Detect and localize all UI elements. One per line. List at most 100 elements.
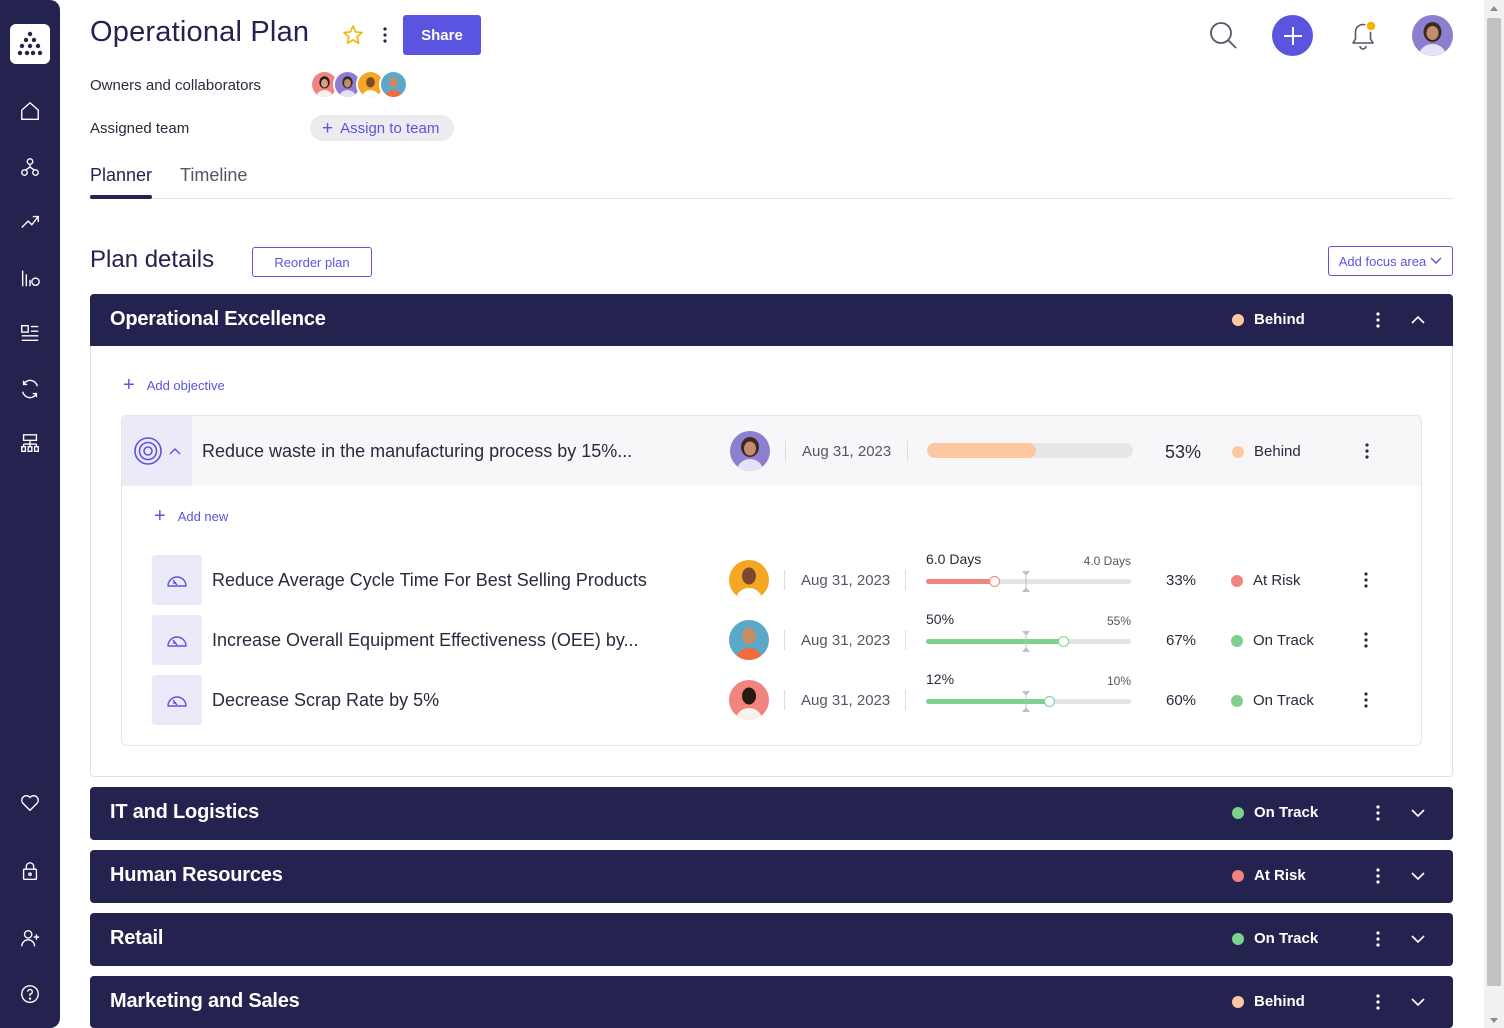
- progress-percent: 67%: [1166, 632, 1197, 649]
- nav-favorites[interactable]: [15, 788, 45, 818]
- chevron-up-icon[interactable]: [1408, 309, 1428, 331]
- nav-help[interactable]: [15, 979, 45, 1009]
- notification-bell-icon[interactable]: [1347, 18, 1379, 52]
- nav-details[interactable]: [15, 318, 45, 348]
- gauge-fill: [926, 699, 1049, 704]
- scroll-thumb[interactable]: [1487, 18, 1501, 986]
- divider: [785, 441, 786, 461]
- status-dot: [1232, 445, 1244, 458]
- focus-area-header[interactable]: Human Resources At Risk: [90, 850, 1453, 903]
- plus-icon: [1283, 26, 1302, 45]
- more-options-icon[interactable]: [1368, 801, 1388, 825]
- target-marker-icon: [1022, 631, 1030, 652]
- status-badge: At Risk: [1231, 572, 1301, 589]
- gauge-fill: [926, 579, 994, 584]
- user-avatar[interactable]: [1412, 15, 1453, 56]
- objective-progress-bar: [927, 443, 1133, 458]
- nav-invite-user[interactable]: [15, 923, 45, 953]
- collaborator-avatars[interactable]: [310, 70, 408, 100]
- status-badge: Behind: [1232, 993, 1305, 1010]
- scroll-up-icon[interactable]: [1484, 0, 1504, 16]
- add-objective-button[interactable]: + Add objective: [123, 375, 225, 395]
- more-options-icon[interactable]: [1368, 864, 1388, 888]
- bar-chart-icon: [21, 270, 40, 287]
- more-options-icon[interactable]: [1357, 439, 1377, 463]
- divider: [784, 630, 785, 650]
- key-result-title[interactable]: Decrease Scrap Rate by 5%: [212, 690, 440, 710]
- focus-area-header[interactable]: IT and Logistics On Track: [90, 787, 1453, 840]
- more-options-icon[interactable]: [1356, 688, 1376, 712]
- chevron-down-icon[interactable]: [1408, 802, 1428, 824]
- reorder-plan-button[interactable]: Reorder plan: [252, 247, 372, 277]
- status-label: Behind: [1254, 993, 1305, 1010]
- search-icon[interactable]: [1208, 20, 1238, 50]
- key-result-title[interactable]: Reduce Average Cycle Time For Best Selli…: [212, 570, 647, 590]
- key-result-row[interactable]: Decrease Scrap Rate by 5% Aug 31, 2023 12%…: [122, 671, 1421, 725]
- due-date: Aug 31, 2023: [801, 632, 891, 649]
- divider: [784, 570, 785, 590]
- key-result-icon[interactable]: [152, 555, 202, 605]
- tab-timeline[interactable]: Timeline: [180, 165, 248, 185]
- gauge-icon: [167, 576, 187, 587]
- objective-row[interactable]: Reduce waste in the manufacturing proces…: [122, 416, 1421, 486]
- hierarchy-icon: [21, 158, 39, 176]
- nav-analytics[interactable]: [15, 263, 45, 293]
- avatar[interactable]: [310, 70, 339, 99]
- add-new-button[interactable]: + Add new: [154, 506, 228, 526]
- app-logo[interactable]: [10, 24, 50, 64]
- more-options-icon[interactable]: [1368, 990, 1388, 1014]
- focus-area-header[interactable]: Marketing and Sales Behind: [90, 976, 1453, 1028]
- key-result-title[interactable]: Increase Overall Equipment Effectiveness…: [212, 630, 639, 650]
- assign-to-team-button[interactable]: + Assign to team: [310, 115, 454, 141]
- nav-trends[interactable]: [15, 207, 45, 237]
- share-button[interactable]: Share: [403, 15, 481, 55]
- more-options-icon[interactable]: [1356, 568, 1376, 592]
- global-add-button[interactable]: [1272, 15, 1313, 56]
- status-label: At Risk: [1253, 572, 1301, 589]
- status-label: At Risk: [1254, 867, 1306, 884]
- vertical-scrollbar[interactable]: [1484, 0, 1504, 1028]
- focus-area-header[interactable]: Operational Excellence Behind: [90, 294, 1453, 346]
- scroll-down-icon[interactable]: [1484, 1012, 1504, 1028]
- objective-toggle[interactable]: [122, 416, 192, 486]
- avatar[interactable]: [379, 70, 408, 99]
- avatar[interactable]: [333, 70, 362, 99]
- more-options-icon[interactable]: [1368, 927, 1388, 951]
- status-dot: [1232, 995, 1244, 1008]
- owner-avatar[interactable]: [730, 431, 770, 471]
- chevron-down-icon[interactable]: [1408, 928, 1428, 950]
- owner-avatar[interactable]: [729, 620, 769, 660]
- list-detail-icon: [21, 324, 39, 342]
- more-options-icon[interactable]: [375, 23, 395, 47]
- objective-title[interactable]: Reduce waste in the manufacturing proces…: [202, 441, 633, 461]
- more-options-icon[interactable]: [1368, 308, 1388, 332]
- avatar[interactable]: [356, 70, 385, 99]
- target-marker-icon: [1022, 691, 1030, 712]
- key-result-icon[interactable]: [152, 675, 202, 725]
- focus-area-title: IT and Logistics: [110, 801, 260, 823]
- nav-org[interactable]: [15, 429, 45, 459]
- nav-hierarchy[interactable]: [15, 152, 45, 182]
- chevron-down-icon[interactable]: [1408, 991, 1428, 1013]
- owner-avatar[interactable]: [729, 560, 769, 600]
- current-value-label: 12%: [926, 671, 955, 687]
- status-dot: [1231, 694, 1243, 707]
- focus-area-header[interactable]: Retail On Track: [90, 913, 1453, 966]
- nav-home[interactable]: [15, 96, 45, 126]
- target-value-label: 4.0 Days: [1083, 554, 1131, 568]
- focus-area-title: Human Resources: [110, 864, 283, 886]
- plan-details-title: Plan details: [90, 246, 215, 273]
- more-options-icon[interactable]: [1356, 628, 1376, 652]
- nav-security[interactable]: [15, 856, 45, 886]
- objective-card: Reduce waste in the manufacturing proces…: [121, 415, 1422, 746]
- owner-avatar[interactable]: [729, 680, 769, 720]
- plus-icon: +: [154, 505, 166, 527]
- nav-sync[interactable]: [15, 374, 45, 404]
- add-focus-area-button[interactable]: Add focus area: [1328, 246, 1453, 276]
- key-result-icon[interactable]: [152, 615, 202, 665]
- key-result-row[interactable]: Reduce Average Cycle Time For Best Selli…: [122, 551, 1421, 605]
- star-icon[interactable]: [341, 23, 365, 47]
- tab-planner[interactable]: Planner: [90, 165, 153, 199]
- chevron-down-icon[interactable]: [1408, 865, 1428, 887]
- key-result-row[interactable]: Increase Overall Equipment Effectiveness…: [122, 611, 1421, 665]
